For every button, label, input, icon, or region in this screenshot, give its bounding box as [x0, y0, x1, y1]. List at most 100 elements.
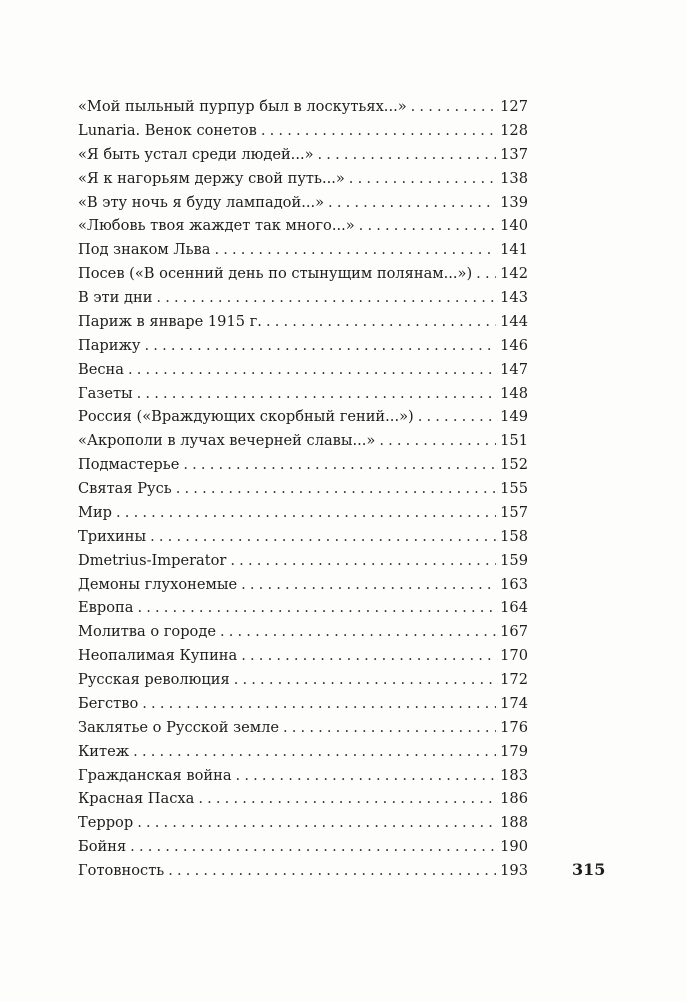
- toc-entry-page: 142: [500, 265, 528, 283]
- toc-entry-title: Lunaria. Венок сонетов: [78, 121, 257, 139]
- toc-entry: «Я к нагорьям держу свой путь...» 138: [78, 167, 528, 191]
- dot-leader: [168, 859, 496, 883]
- dot-leader: [318, 143, 496, 167]
- toc-entry: «Любовь твоя жаждет так много...» 140: [78, 214, 528, 238]
- toc-entry: Lunaria. Венок сонетов 128: [78, 119, 528, 143]
- toc-entry: «В эту ночь я буду лампадой...» 139: [78, 191, 528, 215]
- toc-entry-page: 179: [500, 742, 528, 760]
- toc-entry-page: 163: [500, 575, 528, 593]
- toc-entry: Россия («Враждующих скорбный гений...») 1…: [78, 405, 528, 429]
- toc-entry-page: 127: [500, 98, 528, 115]
- toc-entry-title: «В эту ночь я буду лампадой...»: [78, 193, 325, 211]
- toc-entry-title: Террор: [78, 814, 134, 832]
- toc-entry-page: 188: [500, 814, 528, 832]
- toc-entry-page: 143: [500, 289, 528, 306]
- toc-entry-page: 158: [500, 527, 528, 545]
- toc-entry: Заклятье о Русской земле 176: [78, 716, 528, 740]
- toc-entry-page: 139: [500, 193, 528, 211]
- dot-leader: [150, 525, 496, 549]
- dot-leader: [234, 668, 496, 692]
- toc-entry-title: Бойня: [78, 838, 127, 856]
- toc-entry-page: 146: [500, 336, 528, 354]
- toc-entry-title: Красная Пасха: [78, 790, 195, 808]
- dot-leader: [156, 286, 496, 310]
- toc-entry: Неопалимая Купина 170: [78, 644, 528, 668]
- toc-entry-title: Демоны глухонемые: [78, 575, 238, 593]
- toc-entry: Гражданская война 183: [78, 764, 528, 788]
- toc-entry: Парижу 146: [78, 334, 528, 358]
- dot-leader: [116, 501, 496, 525]
- toc-entry-title: Гражданская война: [78, 766, 232, 784]
- toc-entry: Китеж 179: [78, 740, 528, 764]
- toc-entry: В эти дни 143: [78, 286, 528, 310]
- dot-leader: [241, 573, 496, 597]
- dot-leader: [349, 167, 496, 191]
- toc-entry-title: «Любовь твоя жаждет так много...»: [78, 217, 355, 235]
- toc-entry-title: Газеты: [78, 384, 133, 402]
- dot-leader: [328, 191, 496, 215]
- dot-leader: [476, 262, 496, 286]
- toc-entry-page: 170: [500, 647, 528, 665]
- dot-leader: [198, 787, 496, 811]
- toc-entry: Молитва о городе 167: [78, 620, 528, 644]
- toc-entry-title: Парижу: [78, 336, 141, 354]
- toc-entry-page: 141: [500, 241, 528, 259]
- toc-entry: Святая Русь 155: [78, 477, 528, 501]
- toc-entry-title: В эти дни: [78, 289, 153, 306]
- dot-leader: [230, 549, 496, 573]
- toc-entry: Демоны глухонемые 163: [78, 573, 528, 597]
- toc-entry: «Акрополи в лучах вечерней славы...» 151: [78, 429, 528, 453]
- toc-entry: Весна 147: [78, 358, 528, 382]
- toc-entry-page: 151: [500, 432, 528, 450]
- toc-entry-page: 174: [500, 694, 528, 712]
- toc-entry-page: 140: [500, 217, 528, 235]
- dot-leader: [379, 429, 496, 453]
- toc-entry-title: Святая Русь: [78, 480, 172, 497]
- toc-entry-page: 159: [500, 551, 528, 569]
- toc-entry-title: Молитва о городе: [78, 623, 216, 641]
- toc-entry-page: 193: [500, 862, 528, 879]
- toc-entry: Готовность 193: [78, 859, 528, 883]
- toc-entry-page: 144: [500, 312, 528, 330]
- toc-entry-title: Готовность: [78, 862, 165, 879]
- toc-entry-page: 157: [500, 503, 528, 521]
- toc-entry-title: Мир: [78, 503, 113, 521]
- dot-leader: [236, 764, 496, 788]
- toc-entry: «Я быть устал среди людей...» 137: [78, 143, 528, 167]
- toc-entry: Бойня 190: [78, 835, 528, 859]
- toc-entry: Красная Пасха 186: [78, 787, 528, 811]
- toc-entry-title: Посев («В осенний день по стынущим полян…: [78, 265, 473, 283]
- dot-leader: [418, 405, 496, 429]
- toc-entry-title: Бегство: [78, 694, 139, 712]
- toc-entry: Бегство 174: [78, 692, 528, 716]
- toc-entry: Террор 188: [78, 811, 528, 835]
- toc-entry-page: 149: [500, 408, 528, 426]
- toc-entry-page: 147: [500, 360, 528, 378]
- toc-entry: Париж в январе 1915 г. 144: [78, 310, 528, 334]
- dot-leader: [359, 214, 496, 238]
- toc-entry-title: Европа: [78, 599, 134, 617]
- toc-entry-page: 128: [500, 121, 528, 139]
- toc-entry-title: Dmetrius-Imperator: [78, 551, 227, 569]
- toc-entry: Трихины 158: [78, 525, 528, 549]
- toc-entry: Посев («В осенний день по стынущим полян…: [78, 262, 528, 286]
- toc-entry: Русская революция 172: [78, 668, 528, 692]
- toc-entry-page: 164: [500, 599, 528, 617]
- dot-leader: [241, 644, 496, 668]
- toc-entry-page: 155: [500, 480, 528, 497]
- dot-leader: [145, 334, 496, 358]
- toc-entry-page: 190: [500, 838, 528, 856]
- toc-entry-page: 138: [500, 169, 528, 187]
- dot-leader: [220, 620, 496, 644]
- toc-entry-title: Заклятье о Русской земле: [78, 718, 279, 736]
- dot-leader: [130, 835, 496, 859]
- toc-entry-title: Подмастерье: [78, 456, 180, 474]
- dot-leader: [142, 692, 496, 716]
- toc-entry-page: 152: [500, 456, 528, 474]
- toc-entry-title: Весна: [78, 360, 124, 378]
- table-of-contents: «Мой пыльный пурпур был в лоскутьях...» 1…: [78, 95, 528, 883]
- dot-leader: [137, 596, 496, 620]
- dot-leader: [266, 310, 496, 334]
- page-number: 315: [572, 860, 606, 879]
- toc-entry-title: Россия («Враждующих скорбный гений...»): [78, 408, 414, 426]
